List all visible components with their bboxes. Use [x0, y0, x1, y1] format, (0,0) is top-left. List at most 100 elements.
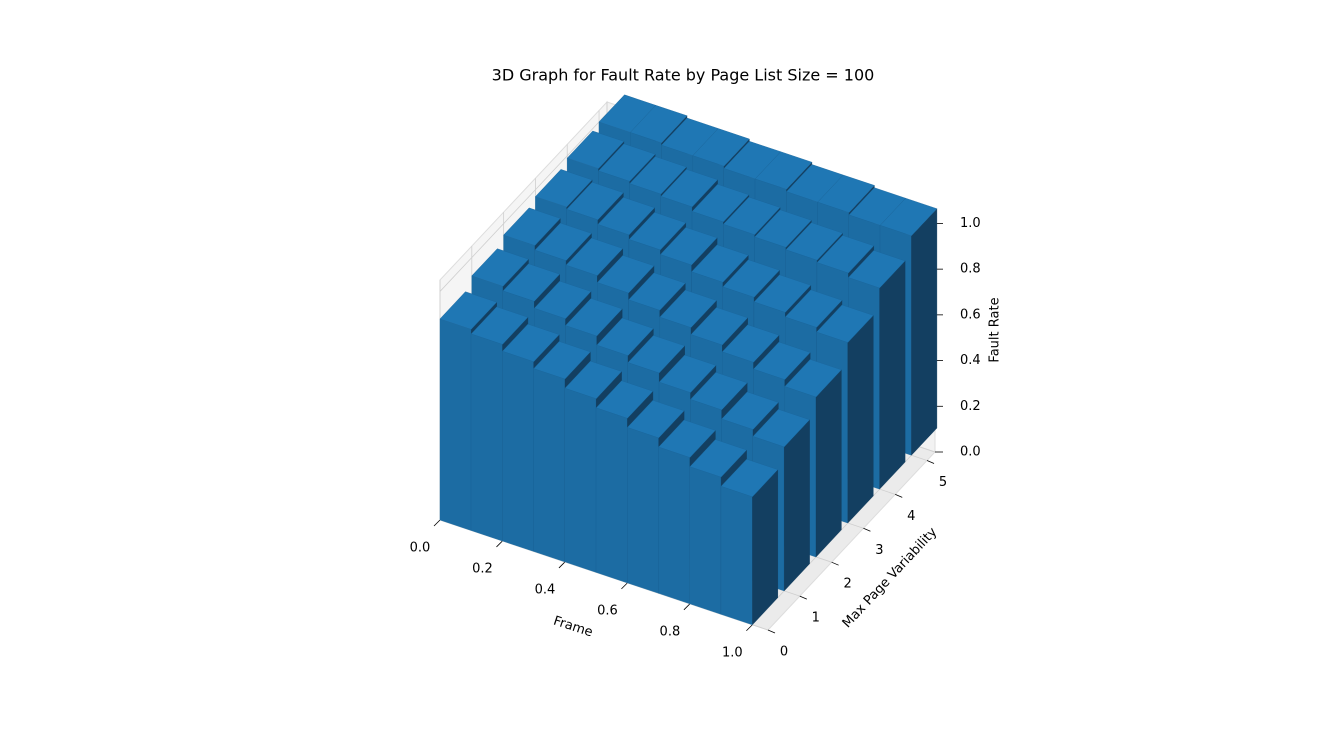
bar-top [628, 272, 686, 311]
bar-top [720, 458, 779, 498]
tick-mark [746, 624, 753, 632]
bar-top [565, 298, 623, 337]
bar-top [785, 222, 843, 261]
chart-title: 3D Graph for Fault Rate by Page List Siz… [492, 66, 875, 85]
y-tick-label: 3 [875, 543, 883, 558]
bar-top [723, 196, 781, 235]
bar-top [659, 289, 717, 328]
bar-top [753, 274, 812, 313]
z-tick-label: 0.6 [960, 307, 981, 322]
bar-top [598, 143, 656, 182]
bar-side [815, 369, 842, 558]
bar-top [722, 259, 780, 298]
bar-top [753, 341, 811, 380]
bar-top [595, 380, 654, 419]
z-tick-label: 0.4 [960, 353, 981, 368]
tick-mark [496, 540, 503, 548]
bar-top [689, 439, 747, 478]
bar-side [847, 314, 874, 524]
bar-top [817, 174, 875, 213]
bar-top [690, 372, 748, 411]
tick-mark [433, 519, 441, 527]
tick-mark [895, 494, 903, 498]
bar-front [502, 350, 534, 552]
x-tick-label: 0.6 [597, 603, 618, 618]
tick-mark [683, 603, 691, 611]
bar-front [439, 318, 472, 531]
y-tick-label: 4 [907, 509, 915, 524]
bar-top [502, 323, 560, 362]
z-tick-label: 0.8 [960, 262, 981, 277]
x-tick-label: 0.8 [660, 624, 681, 639]
y-tick-label: 0 [780, 645, 788, 660]
bar-top [691, 184, 750, 223]
bar-top [596, 317, 654, 356]
bar-top [784, 289, 843, 328]
x-tick-label: 0.2 [472, 561, 493, 576]
y-tick-label: 1 [812, 611, 820, 626]
z-axis-label: Fault Rate [988, 297, 1003, 362]
tick-mark [558, 561, 566, 569]
bar-front [471, 333, 503, 542]
x-tick-label: 0.0 [410, 541, 431, 556]
bar-top [692, 128, 750, 167]
bar-front [658, 446, 691, 605]
tick-mark [831, 561, 839, 566]
bar-top [690, 307, 749, 346]
bar-top [566, 181, 624, 221]
bar-front [720, 486, 753, 626]
bar-top [564, 360, 622, 399]
bar-side [879, 260, 906, 490]
bar-top [816, 304, 874, 343]
bar-top [535, 169, 593, 208]
z-tick-label: 0.0 [960, 445, 981, 460]
bar-top [752, 409, 810, 448]
bar-front [689, 466, 722, 615]
bar-top [660, 227, 718, 266]
bar-top [596, 255, 655, 294]
bar-front [627, 427, 659, 594]
y-axis-label: Max Page Variability [840, 525, 941, 631]
bar-top [721, 391, 779, 430]
bar-top [470, 306, 529, 345]
bar-top [533, 341, 591, 380]
bar-top [754, 151, 813, 190]
tick-mark [863, 527, 871, 532]
bar-top [848, 250, 906, 289]
bar-side [911, 208, 938, 456]
bar-front [533, 368, 566, 563]
x-tick-label: 0.4 [535, 582, 556, 597]
bar-top [784, 359, 842, 398]
x-axis-label: Frame [551, 614, 594, 641]
bar-top [628, 212, 687, 251]
bar-top [754, 209, 812, 248]
bar-top [816, 235, 875, 274]
bar-top [533, 280, 592, 319]
bar-front [596, 407, 628, 584]
y-tick-label: 5 [939, 475, 947, 490]
bar-top [597, 197, 655, 236]
bar-side [784, 419, 810, 592]
bar-top [629, 156, 687, 195]
bar-top [879, 197, 938, 237]
bar-top [534, 222, 592, 261]
bar-top [502, 263, 561, 302]
z-tick-label: 0.2 [960, 399, 981, 414]
bar-top [721, 324, 780, 363]
y-tick-label: 2 [843, 577, 851, 592]
bar-top [627, 400, 685, 439]
bar-top [503, 207, 561, 246]
tick-mark [926, 460, 935, 464]
bar-top [660, 169, 718, 208]
tick-mark [767, 629, 776, 634]
tick-mark [621, 582, 628, 590]
bar-top [629, 105, 688, 144]
bar-top [658, 419, 716, 458]
z-tick-label: 1.0 [960, 216, 981, 231]
bar-front [564, 387, 597, 573]
bar-top [658, 354, 717, 393]
bar-top [691, 244, 749, 283]
bar-top [471, 248, 529, 287]
bar-top [627, 335, 686, 374]
